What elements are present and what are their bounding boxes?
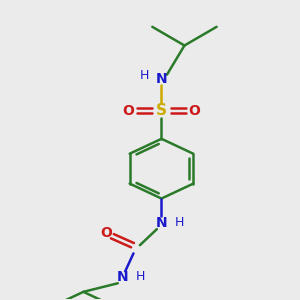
Text: H: H bbox=[136, 270, 146, 284]
Text: O: O bbox=[122, 104, 134, 118]
Text: N: N bbox=[117, 270, 128, 284]
Text: H: H bbox=[139, 69, 149, 82]
Text: N: N bbox=[156, 72, 167, 86]
Text: O: O bbox=[100, 226, 112, 240]
Text: S: S bbox=[156, 103, 167, 118]
Text: H: H bbox=[175, 216, 184, 229]
Text: O: O bbox=[189, 104, 200, 118]
Text: N: N bbox=[156, 216, 167, 230]
